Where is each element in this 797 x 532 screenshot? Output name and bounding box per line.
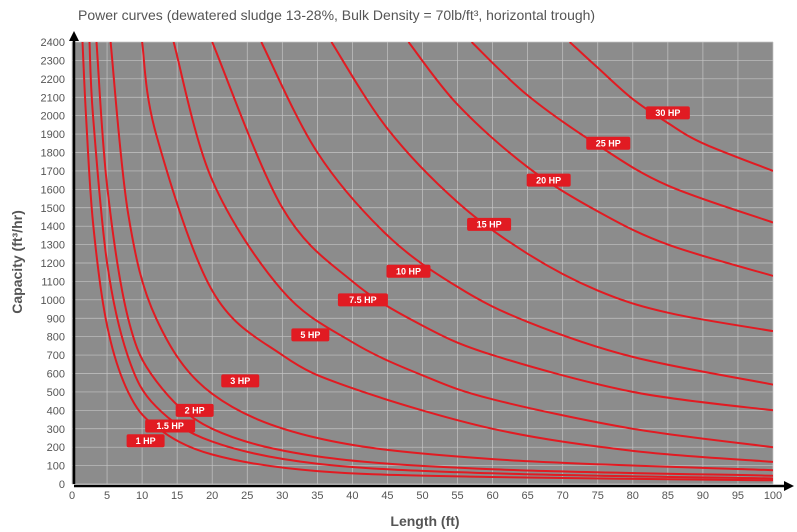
curve-label: 1 HP	[126, 434, 165, 448]
curve-label: 2 HP	[175, 403, 214, 417]
x-tick-label: 45	[381, 490, 393, 502]
x-tick-label: 10	[136, 490, 148, 502]
y-tick-label: 100	[47, 461, 65, 473]
x-tick-label: 30	[276, 490, 288, 502]
curve-10-hp	[211, 42, 773, 412]
y-tick-label: 600	[47, 369, 65, 381]
x-tick-label: 5	[104, 490, 110, 502]
y-tick-label: 2200	[41, 74, 65, 86]
curve-label-text: 5 HP	[300, 330, 320, 340]
ticks: 0 5 10 15 20 25 30 35 40 45 50 55 60 65 70 75 80 85 90 95 10…	[41, 37, 783, 502]
curve-label-text: 7.5 HP	[349, 295, 377, 305]
x-tick-label: 80	[627, 490, 639, 502]
x-tick-label: 75	[592, 490, 604, 502]
curve-label-text: 25 HP	[596, 138, 621, 148]
curve-label-box	[145, 419, 196, 433]
y-tick-label: 1000	[41, 295, 65, 307]
grid	[71, 41, 774, 485]
y-tick-label: 900	[47, 313, 65, 325]
x-tick-label: 15	[171, 490, 183, 502]
x-tick-label: 70	[557, 490, 569, 502]
y-tick-label: 2400	[41, 37, 65, 49]
y-tick-label: 200	[47, 442, 65, 454]
curve-label-text: 20 HP	[536, 175, 561, 185]
curve-label: 25 HP	[586, 136, 631, 150]
y-tick-label: 2300	[41, 55, 65, 67]
x-tick-label: 0	[69, 490, 75, 502]
curve-label-box	[126, 434, 165, 448]
y-axis-label: Capacity (ft³/hr)	[9, 210, 25, 313]
curve-label-text: 30 HP	[655, 108, 680, 118]
curve-label-text: 2 HP	[185, 406, 205, 416]
x-axis-label: Length (ft)	[390, 513, 459, 529]
curve-label-text: 1 HP	[136, 436, 156, 446]
y-tick-label: 1700	[41, 166, 65, 178]
x-tick-label: 85	[662, 490, 674, 502]
x-tick-label: 50	[416, 490, 428, 502]
y-tick-label: 400	[47, 405, 65, 417]
x-tick-label: 55	[451, 490, 463, 502]
y-tick-label: 1200	[41, 258, 65, 270]
y-tick-label: 700	[47, 350, 65, 362]
curve-label-text: 3 HP	[230, 376, 250, 386]
y-tick-label: 1400	[41, 221, 65, 233]
curve-15-hp	[260, 42, 773, 386]
x-tick-label: 90	[697, 490, 709, 502]
y-tick-label: 2000	[41, 111, 65, 123]
curve-label-box	[386, 264, 431, 278]
x-tick-label: 25	[241, 490, 253, 502]
y-tick-label: 2100	[41, 92, 65, 104]
chart-title: Power curves (dewatered sludge 13-28%, B…	[78, 7, 596, 23]
x-tick-label: 60	[486, 490, 498, 502]
curve-label: 3 HP	[221, 374, 260, 388]
curve-label: 1.5 HP	[145, 419, 196, 433]
curve-label-box	[586, 136, 631, 150]
curve-2-hp	[95, 42, 773, 477]
curve-label: 5 HP	[291, 328, 330, 342]
curve-label: 30 HP	[645, 106, 690, 120]
y-tick-label: 1300	[41, 240, 65, 252]
curve-label-box	[221, 374, 260, 388]
y-tick-label: 800	[47, 332, 65, 344]
curve-25-hp	[407, 42, 773, 277]
curve-label-box	[337, 293, 388, 307]
x-tick-label: 65	[522, 490, 534, 502]
x-tick-label: 100	[764, 490, 782, 502]
y-tick-label: 0	[59, 479, 65, 491]
curve-label-text: 15 HP	[477, 220, 502, 230]
x-tick-label: 20	[206, 490, 218, 502]
curve-label: 7.5 HP	[337, 293, 388, 307]
y-tick-label: 1500	[41, 203, 65, 215]
curve-label-text: 1.5 HP	[156, 421, 184, 431]
curve-label: 10 HP	[386, 264, 431, 278]
y-tick-label: 1800	[41, 148, 65, 160]
curve-label-box	[526, 173, 571, 187]
curve-5-hp	[141, 42, 773, 463]
y-tick-label: 1100	[41, 276, 65, 288]
curve-label-box	[175, 403, 214, 417]
y-tick-label: 1600	[41, 184, 65, 196]
curve-label-box	[291, 328, 330, 342]
curve-labels: 1 HP1.5 HP2 HP 3 HP 5 HP 7.5 HP 10 HP 15 HP 20…	[126, 106, 690, 448]
y-tick-label: 300	[47, 424, 65, 436]
curve-label-box	[467, 217, 512, 231]
y-tick-label: 500	[47, 387, 65, 399]
curve-7-5-hp	[172, 42, 773, 449]
curve-label-box	[645, 106, 690, 120]
curve-label: 15 HP	[467, 217, 512, 231]
curve-label-text: 10 HP	[396, 266, 421, 276]
x-tick-label: 40	[346, 490, 358, 502]
curve-label: 20 HP	[526, 173, 571, 187]
curve-20-hp	[330, 42, 773, 333]
x-tick-label: 35	[311, 490, 323, 502]
y-tick-label: 1900	[41, 129, 65, 141]
curve-3-hp	[109, 42, 773, 472]
x-tick-label: 95	[732, 490, 744, 502]
